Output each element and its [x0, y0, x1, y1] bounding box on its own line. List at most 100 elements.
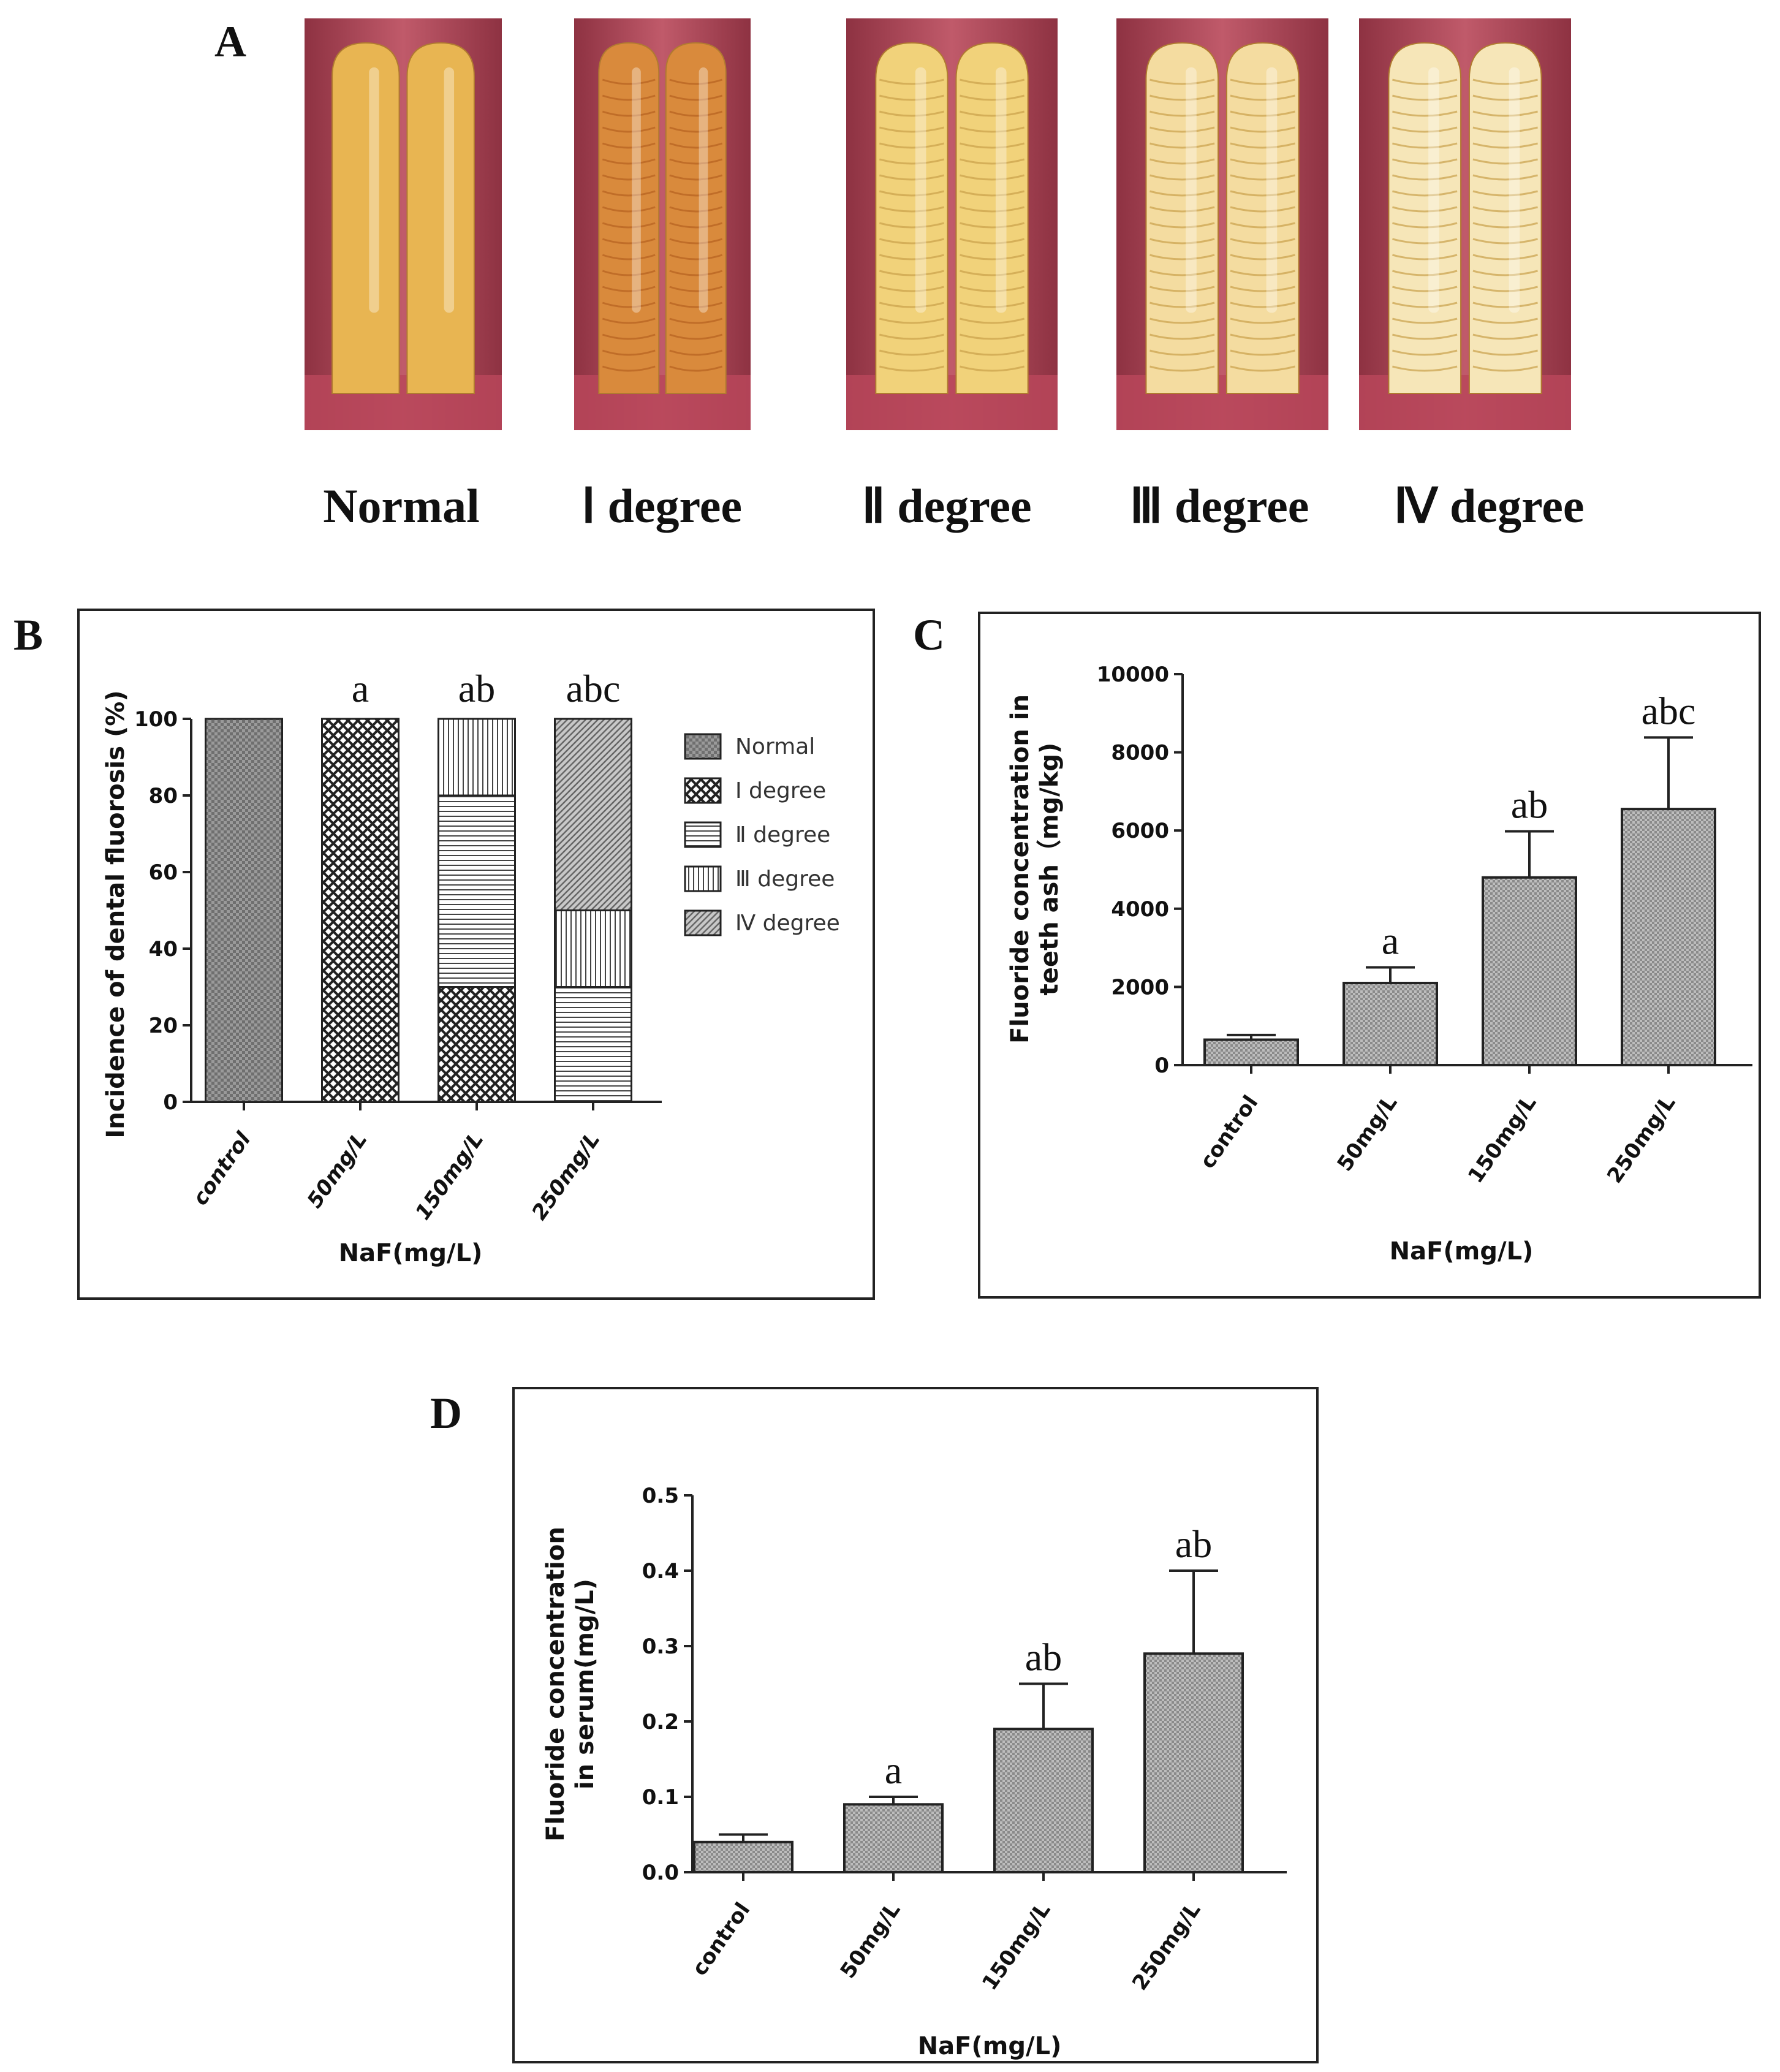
enamel-stripe — [879, 78, 944, 85]
x-tick-label: 50mg/L — [1333, 1091, 1403, 1176]
enamel-stripe — [960, 126, 1025, 133]
enamel-stripe — [1472, 317, 1538, 324]
bar-segment-ⅱ-degree — [554, 986, 632, 1103]
tooth-highlight — [995, 67, 1007, 313]
bar — [993, 1728, 1094, 1874]
enamel-stripe — [1230, 78, 1295, 85]
bar — [1482, 876, 1577, 1066]
chart-d: 0.0 0.1 0.2 0.3 0.4 0.5 control 50mg/L a 150mg/L a… — [542, 1484, 1287, 2060]
enamel-stripe — [669, 333, 723, 340]
enamel-stripe — [1392, 174, 1458, 181]
enamel-stripe — [1149, 365, 1215, 372]
enamel-stripe — [1392, 126, 1458, 133]
enamel-stripe — [1472, 349, 1538, 356]
x-axis-title: NaF(mg/L) — [918, 2032, 1062, 2060]
enamel-stripe — [1149, 286, 1215, 292]
panel-letter-b: B — [13, 610, 43, 659]
enamel-stripe — [1230, 270, 1295, 276]
y-tick-label: 4000 — [1111, 897, 1169, 922]
legend-swatch-1 — [684, 733, 722, 760]
enamel-stripe — [960, 302, 1025, 308]
enamel-stripe — [960, 238, 1025, 245]
tooth-highlight — [1509, 67, 1520, 313]
enamel-stripe — [960, 286, 1025, 292]
enamel-stripe — [960, 158, 1025, 165]
significance-label: abc — [566, 667, 621, 710]
enamel-stripe — [960, 254, 1025, 260]
enamel-stripe — [602, 349, 656, 356]
enamel-stripe — [1230, 333, 1295, 340]
tooth-highlight — [1428, 67, 1439, 313]
enamel-stripe — [879, 254, 944, 260]
panel-d: D 0.0 0.1 0.2 0.3 0.4 0.5 control 50mg/L a 150mg/… — [430, 1387, 1319, 2063]
enamel-stripe — [602, 110, 656, 117]
enamel-stripe — [1392, 365, 1458, 372]
enamel-stripe — [669, 238, 723, 245]
enamel-stripe — [1392, 78, 1458, 85]
enamel-stripe — [1392, 238, 1458, 245]
panel-c-frame — [978, 612, 1761, 1299]
enamel-stripe — [1392, 222, 1458, 229]
enamel-stripe — [602, 142, 656, 149]
enamel-stripe — [1149, 270, 1215, 276]
enamel-stripe — [669, 254, 723, 260]
x-tick-label: 50mg/L — [836, 1898, 906, 1983]
enamel-stripe — [1472, 270, 1538, 276]
significance-label: a — [885, 1748, 902, 1792]
bar — [1621, 808, 1716, 1066]
enamel-stripe — [879, 126, 944, 133]
enamel-stripe — [1149, 78, 1215, 85]
enamel-stripe — [1230, 302, 1295, 308]
enamel-stripe — [879, 174, 944, 181]
tooth-highlight — [1186, 67, 1197, 313]
bar-segment-ⅱ-degree — [437, 794, 516, 988]
enamel-stripe — [879, 286, 944, 292]
enamel-stripe — [1230, 286, 1295, 292]
enamel-stripe — [879, 94, 944, 101]
enamel-stripe — [1230, 222, 1295, 229]
enamel-stripe — [669, 222, 723, 229]
enamel-stripe — [602, 270, 656, 276]
enamel-stripe — [1392, 333, 1458, 340]
significance-label: a — [352, 667, 369, 710]
x-tick-label: 250mg/L — [527, 1128, 605, 1224]
significance-label: ab — [458, 667, 495, 710]
left-incisor — [1145, 42, 1219, 394]
y-tick-label: 8000 — [1111, 741, 1169, 765]
enamel-stripe — [1230, 158, 1295, 165]
enamel-stripe — [669, 174, 723, 181]
bar — [1343, 982, 1438, 1067]
enamel-stripe — [1149, 349, 1215, 356]
significance-label: abc — [1642, 689, 1696, 732]
enamel-stripe — [1149, 302, 1215, 308]
enamel-stripe — [960, 94, 1025, 101]
photo-label-4: Ⅲ degree — [1130, 479, 1309, 533]
enamel-stripe — [879, 142, 944, 149]
enamel-stripe — [879, 110, 944, 117]
enamel-stripe — [1392, 286, 1458, 292]
enamel-stripe — [669, 142, 723, 149]
panel-b-frame — [77, 609, 875, 1300]
enamel-stripe — [602, 286, 656, 292]
y-tick-label: 100 — [134, 707, 178, 732]
enamel-stripe — [1230, 349, 1295, 356]
right-incisor — [1468, 42, 1542, 394]
enamel-stripe — [1149, 94, 1215, 101]
enamel-stripe — [960, 142, 1025, 149]
left-incisor — [598, 42, 660, 394]
enamel-stripe — [1472, 302, 1538, 308]
x-tick-label: 150mg/L — [411, 1128, 488, 1224]
y-axis-title-line2: in serum(mg/L) — [571, 1579, 599, 1789]
enamel-stripe — [1392, 142, 1458, 149]
enamel-stripe — [1392, 270, 1458, 276]
legend-label-2: Ⅰ degree — [735, 778, 826, 803]
enamel-stripe — [1149, 206, 1215, 213]
enamel-stripe — [1230, 365, 1295, 372]
enamel-stripe — [1472, 78, 1538, 85]
legend-swatch-4 — [684, 865, 722, 892]
x-tick-label: control — [1195, 1091, 1263, 1173]
enamel-stripe — [602, 78, 656, 85]
enamel-stripe — [1472, 94, 1538, 101]
enamel-stripe — [1472, 286, 1538, 292]
